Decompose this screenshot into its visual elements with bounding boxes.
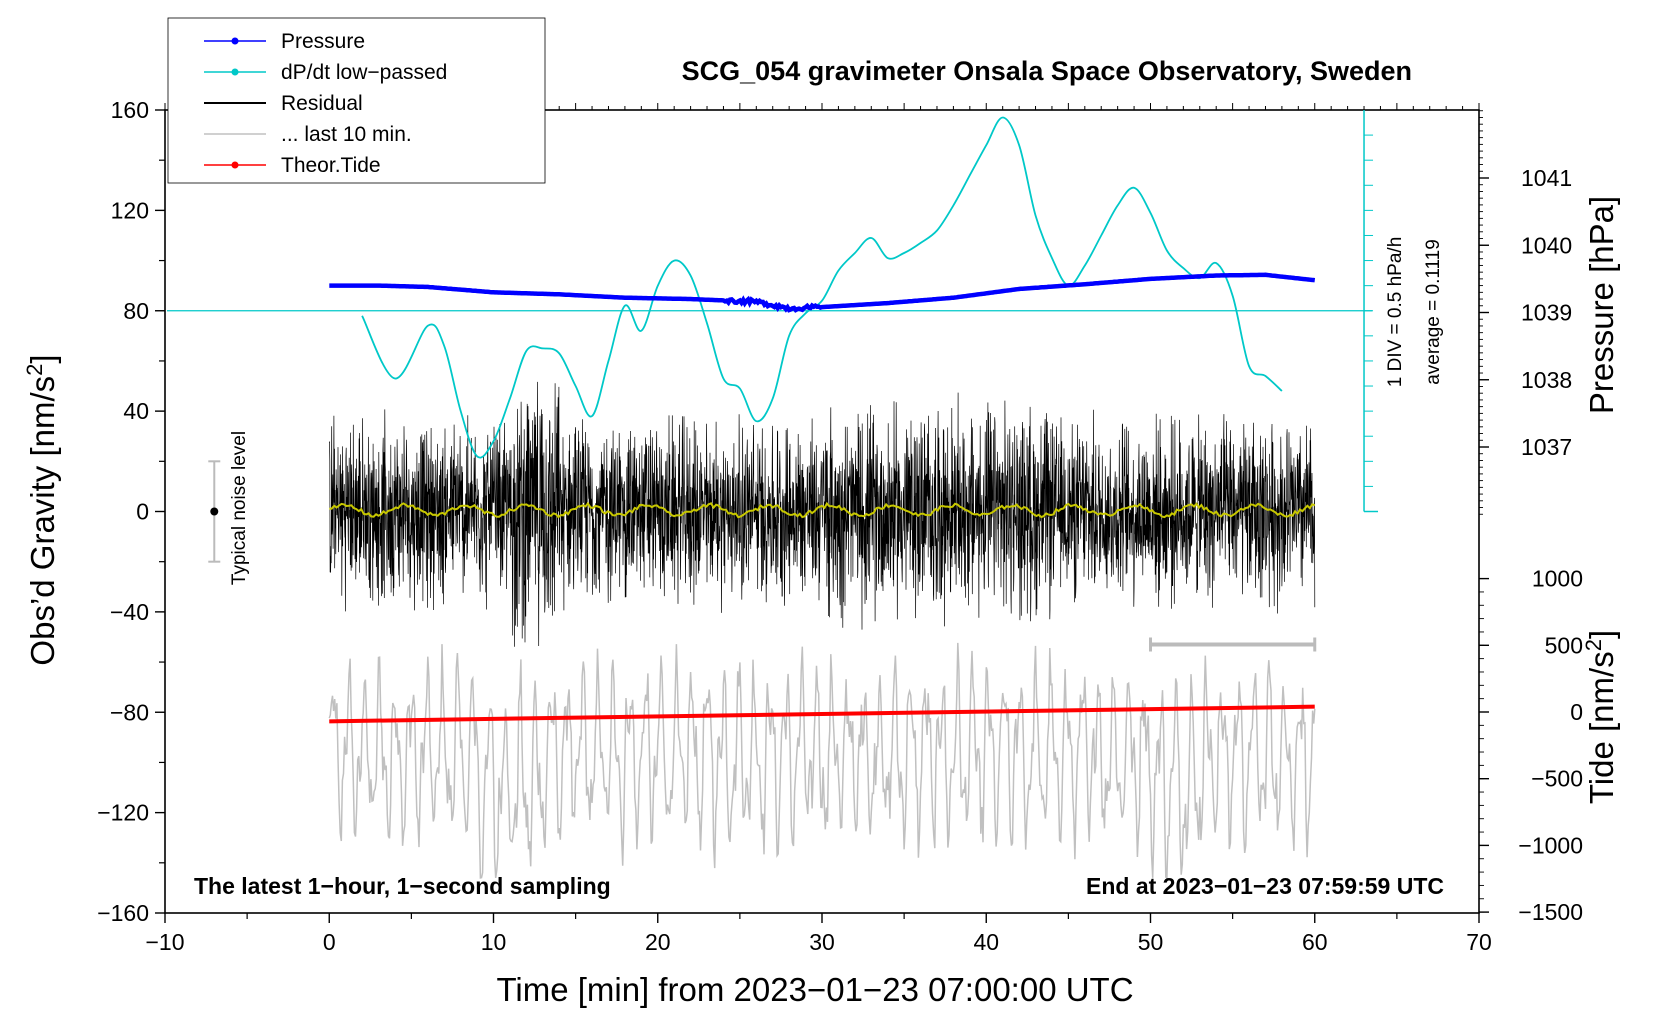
y-tick-label: −160: [97, 900, 149, 926]
x-tick-label: 10: [481, 929, 507, 955]
legend: Pressure dP/dt low−passed Residual ... last…: [167, 17, 546, 184]
legend-marker: [231, 68, 239, 76]
y-axis-title-left: Obs’d Gravity [nm/s2]: [22, 354, 61, 665]
y-tick-label: 80: [123, 298, 149, 324]
x-tick-label: 40: [973, 929, 999, 955]
y-tick-label: −80: [110, 699, 149, 725]
y-tick-label: 120: [111, 197, 149, 223]
legend-box: [167, 17, 546, 184]
last-10-min-line: [328, 642, 1316, 880]
y-tick-label: −40: [110, 599, 149, 625]
dpdt-line: [361, 116, 1283, 459]
tide-tick-label: 500: [1545, 632, 1583, 658]
footer-left: The latest 1−hour, 1−second sampling: [194, 873, 611, 899]
tide-line: [329, 704, 1315, 724]
x-tick-label: −10: [145, 929, 184, 955]
footer-right: End at 2023−01−23 07:59:59 UTC: [1086, 873, 1444, 899]
series-layer: [167, 110, 1379, 880]
residual-line: [328, 381, 1316, 647]
pressure-tick-label: 1039: [1521, 300, 1572, 326]
y-tick-label: 40: [123, 398, 149, 424]
annotations: [208, 460, 1317, 652]
legend-label: Theor.Tide: [281, 154, 381, 177]
noise-level-label: Typical noise level: [229, 431, 250, 585]
y-axis-left: −160 −120 −80 −40 0 40 80 120 160: [97, 97, 165, 926]
pressure-tick-label: 1040: [1521, 232, 1572, 258]
x-tick-label: 50: [1138, 929, 1164, 955]
legend-label: Pressure: [281, 30, 365, 53]
tide-tick-label: −1000: [1518, 832, 1583, 858]
x-tick-label: 20: [645, 929, 671, 955]
y-tick-label: 0: [136, 499, 149, 525]
x-tick-label: 60: [1302, 929, 1328, 955]
pressure-tick-label: 1041: [1521, 165, 1572, 191]
x-tick-label: 30: [809, 929, 835, 955]
x-axis-title: Time [min] from 2023−01−23 07:00:00 UTC: [496, 971, 1133, 1008]
chart-title: SCG_054 gravimeter Onsala Space Observat…: [682, 56, 1412, 86]
pressure-tick-label: 1038: [1521, 367, 1572, 393]
tide-tick-label: 0: [1570, 699, 1583, 725]
tide-axis-title: Tide [nm/s2]: [1581, 630, 1620, 804]
pressure-tick-label: 1037: [1521, 434, 1572, 460]
legend-label: Residual: [281, 92, 363, 115]
tide-tick-label: −500: [1531, 766, 1583, 792]
residual-smoothed-line: [329, 501, 1316, 519]
tide-axis: −1500 −1000 −500 0 500 1000: [1479, 566, 1583, 925]
dpdt-scale-avg-label: average = 0.1119: [1423, 239, 1444, 385]
x-tick-label: 70: [1466, 929, 1492, 955]
y-tick-label: −120: [97, 800, 149, 826]
noise-bar-dot: [210, 507, 219, 516]
legend-label: ... last 10 min.: [281, 123, 412, 146]
y-tick-label: 160: [111, 97, 149, 123]
legend-label: dP/dt low−passed: [281, 61, 447, 84]
pressure-line: [329, 272, 1316, 313]
pressure-axis: 1037 1038 1039 1040 1041: [1479, 110, 1572, 515]
dpdt-scale-div-label: 1 DIV = 0.5 hPa/h: [1385, 237, 1406, 388]
legend-marker: [231, 161, 239, 169]
x-axis: −10 0 10 20 30 40 50 60 70: [145, 913, 1492, 955]
tide-tick-label: 1000: [1532, 566, 1583, 592]
x-tick-label: 0: [323, 929, 336, 955]
pressure-axis-title: Pressure [hPa]: [1583, 196, 1620, 414]
legend-marker: [231, 37, 239, 45]
tide-tick-label: −1500: [1518, 899, 1583, 925]
